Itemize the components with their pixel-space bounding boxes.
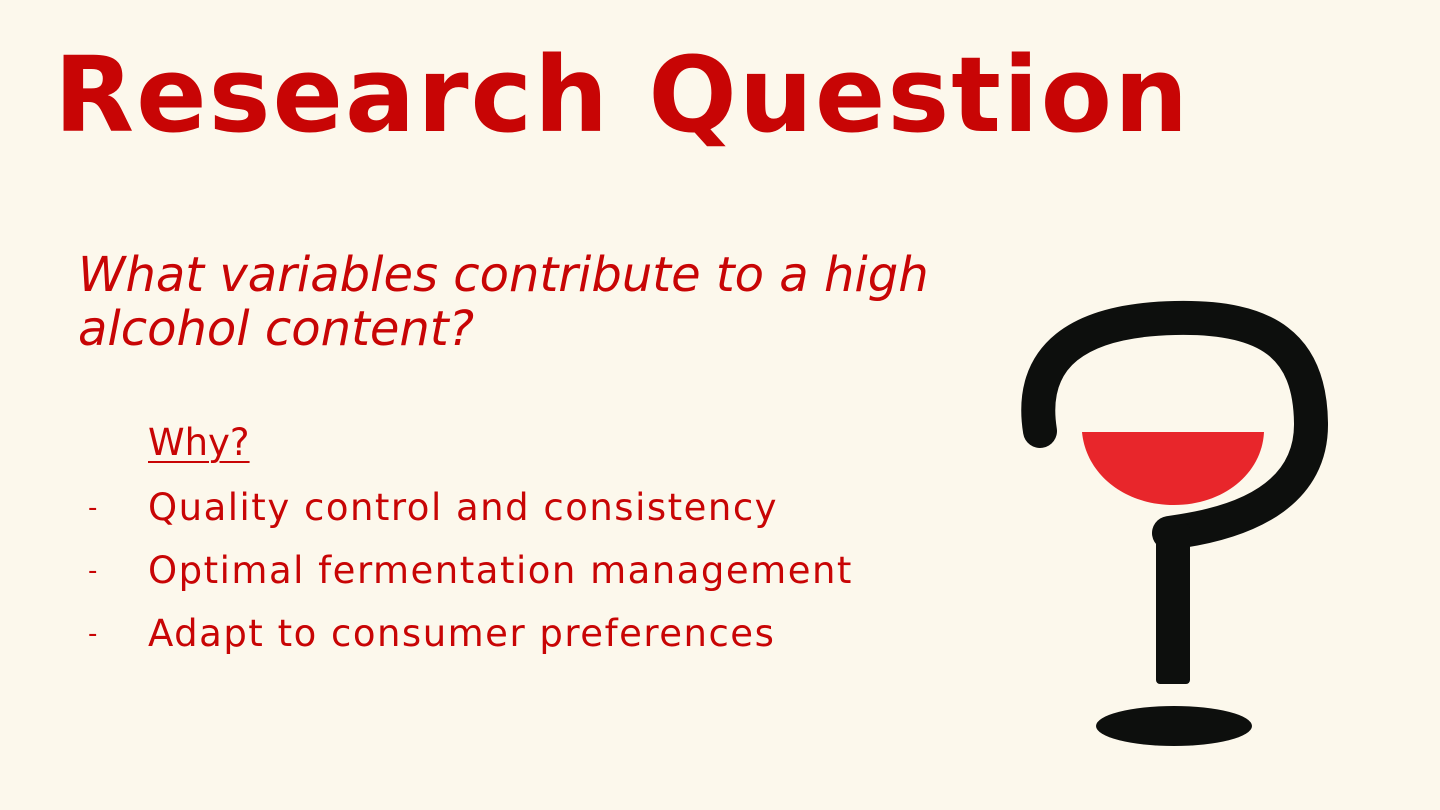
glass-stem <box>1156 524 1190 684</box>
research-question: What variables contribute to a high alco… <box>78 247 929 357</box>
reason-text: Adapt to consumer preferences <box>148 612 776 655</box>
bullet-dash: - <box>88 618 99 649</box>
list-item: - Optimal fermentation management <box>88 539 853 602</box>
wine-glass-question-mark-icon <box>1021 300 1329 746</box>
glass-bowl-outline <box>1021 300 1329 550</box>
bullet-dash: - <box>88 492 99 523</box>
slide-title: Research Question <box>54 34 1191 156</box>
reason-text: Quality control and consistency <box>148 486 779 529</box>
why-heading: Why? <box>148 421 250 464</box>
glass-base <box>1096 706 1252 746</box>
wine-fill <box>1082 432 1264 505</box>
reason-text: Optimal fermentation management <box>148 549 853 592</box>
list-item: - Adapt to consumer preferences <box>88 602 853 665</box>
bullet-dash: - <box>88 555 99 586</box>
list-item: - Quality control and consistency <box>88 476 853 539</box>
reasons-list: - Quality control and consistency - Opti… <box>88 476 853 665</box>
